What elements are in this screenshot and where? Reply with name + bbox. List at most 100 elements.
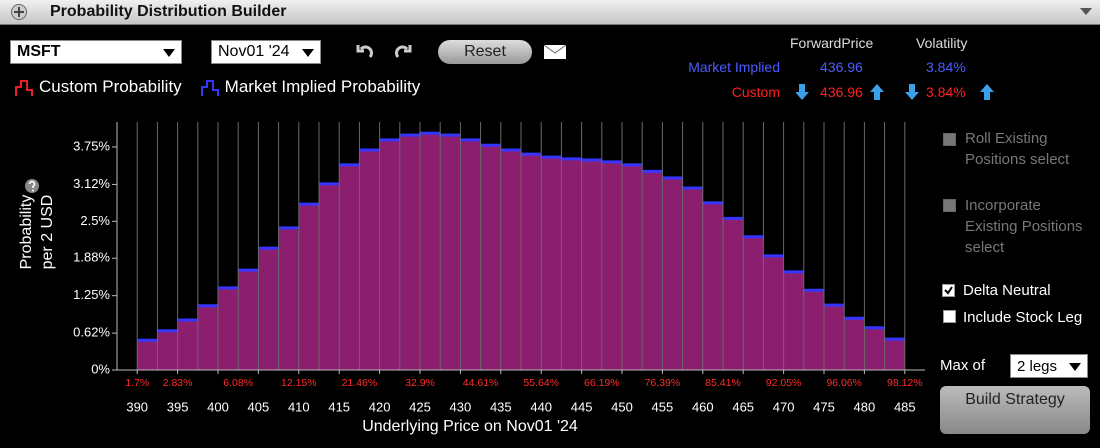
checkbox[interactable] [943, 310, 956, 323]
bar [137, 340, 158, 370]
legend: Custom Probability Market Implied Probabi… [14, 76, 534, 100]
bar [581, 160, 602, 370]
legend-swatch [15, 80, 33, 96]
icon [11, 4, 27, 20]
cumulative-label: 66.19% [584, 377, 620, 389]
bar [218, 287, 239, 370]
menu-arrow[interactable] [1080, 8, 1092, 16]
x-tick-label: 395 [167, 399, 189, 414]
cumulative-label: 1.7% [125, 377, 149, 389]
bar [339, 164, 360, 370]
bar [399, 135, 420, 370]
cumulative-label: 21.46% [342, 377, 378, 389]
symbol-select[interactable]: MSFT [10, 40, 182, 64]
bar [177, 320, 198, 370]
x-tick-label: 455 [652, 399, 674, 414]
volatility[interactable]: 3.84% [926, 84, 966, 100]
legend-label: Market Implied Probability [224, 77, 421, 96]
x-tick-label: 430 [450, 399, 472, 414]
cumulative-label: 98.12% [887, 377, 923, 389]
bar [601, 161, 622, 370]
bar [702, 202, 723, 370]
x-tick-label: 485 [894, 399, 916, 414]
legs-select[interactable]: 2 legs [1010, 354, 1088, 378]
y-tick-label: 0.62% [73, 325, 110, 340]
bar [440, 135, 461, 370]
bar [157, 330, 178, 370]
bar [884, 339, 905, 370]
x-tick-label: 425 [409, 399, 431, 414]
forward-price: 436.96 [820, 59, 863, 75]
bar [197, 305, 218, 370]
bar [541, 157, 562, 370]
x-tick-label: 460 [692, 399, 714, 414]
row-label: Custom [731, 84, 780, 100]
x-tick-label: 440 [530, 399, 552, 414]
cumulative-label: 6.08% [223, 377, 253, 389]
volatility: 3.84% [926, 59, 966, 75]
window-title: Probability Distribution Builder [50, 3, 287, 20]
legend-label: Custom Probability [39, 77, 182, 96]
y-tick-label: 3.12% [73, 176, 110, 191]
bar [723, 218, 744, 370]
option-label: Roll Existing Positions select [965, 130, 1070, 168]
bar [379, 139, 400, 370]
max-label: Max of [940, 357, 986, 374]
option-label[interactable]: Include Stock Leg [963, 309, 1083, 326]
forward-price[interactable]: 436.96 [820, 84, 863, 100]
x-tick-label: 470 [773, 399, 795, 414]
help-icon[interactable] [24, 178, 40, 194]
undo-redo[interactable] [354, 42, 424, 62]
bar [319, 183, 340, 370]
column-header: ForwardPrice [790, 35, 874, 51]
bar [359, 149, 380, 370]
bar [682, 188, 703, 370]
build-button[interactable]: Build Strategy [940, 386, 1090, 434]
reset-button[interactable]: Reset [438, 40, 532, 64]
x-tick-label: 465 [732, 399, 754, 414]
bar [521, 154, 542, 370]
bar [480, 145, 501, 370]
checkbox [943, 133, 956, 146]
row-label: Market Implied [688, 59, 780, 75]
y-tick-label: 2.5% [80, 213, 110, 228]
bar [824, 305, 845, 370]
y-tick-label: 0% [91, 361, 110, 376]
bar [783, 271, 804, 370]
cumulative-label: 44.61% [463, 377, 499, 389]
cumulative-label: 32.9% [405, 377, 435, 389]
x-tick-label: 420 [369, 399, 391, 414]
mail-icon[interactable] [543, 44, 567, 60]
bar [278, 227, 299, 370]
checkbox [943, 199, 956, 212]
cumulative-label: 92.05% [766, 377, 802, 389]
x-tick-label: 480 [854, 399, 876, 414]
option-label: Incorporate Existing Positions select [965, 197, 1083, 256]
chart: Underlying Price on Nov01 '24 0% 0.62% 1.2… [73, 122, 925, 435]
bar [298, 204, 319, 370]
bar [803, 290, 824, 370]
bar [420, 133, 441, 370]
expiry-select[interactable]: Nov01 '24 [211, 40, 321, 64]
x-tick-label: 390 [126, 399, 148, 414]
bar [844, 318, 865, 370]
bar [642, 171, 663, 370]
x-tick-label: 415 [328, 399, 350, 414]
x-tick-label: 435 [490, 399, 512, 414]
adjust-arrows[interactable] [796, 83, 996, 101]
cumulative-label: 85.41% [705, 377, 741, 389]
bar [258, 248, 279, 370]
x-tick-label: 445 [571, 399, 593, 414]
bar [460, 139, 481, 370]
option-label[interactable]: Delta Neutral [963, 282, 1051, 299]
cumulative-label: 12.15% [281, 377, 317, 389]
checkbox-checked[interactable] [942, 284, 955, 297]
y-tick-label: 1.25% [73, 287, 110, 302]
bar [238, 270, 259, 370]
legend-icon [200, 80, 219, 96]
y-tick-label: 1.88% [73, 250, 110, 265]
bar [743, 236, 764, 370]
x-tick-label: 405 [248, 399, 270, 414]
column-header: Volatility [916, 35, 968, 51]
